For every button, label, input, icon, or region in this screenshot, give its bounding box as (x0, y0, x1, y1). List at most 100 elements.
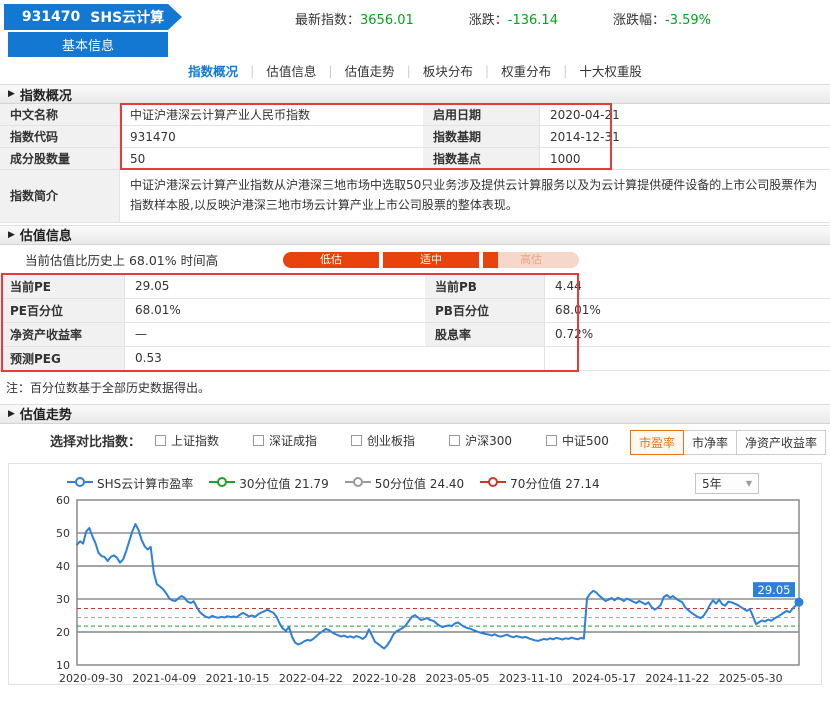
checkbox-icon[interactable] (351, 435, 363, 447)
row-label: 成分股数量 (0, 148, 120, 170)
svg-text:2022-04-22: 2022-04-22 (279, 672, 343, 685)
row-value: 931470 (120, 126, 423, 148)
section-title: 估值信息 (19, 229, 72, 245)
index-code: 931470 (21, 9, 81, 25)
svg-text:2024-05-17: 2024-05-17 (572, 672, 636, 685)
index-stats: 最新指数：3656.01 涨跌：-136.14 涨跌幅：-3.59% (295, 9, 711, 28)
svg-text:2021-10-15: 2021-10-15 (206, 672, 270, 685)
metric-tab-pe[interactable]: 市盈率 (629, 429, 684, 455)
tab-valuation-info[interactable]: 估值信息 (266, 63, 317, 79)
svg-text:2023-05-05: 2023-05-05 (426, 672, 490, 685)
row-label: 当前PE (0, 274, 125, 299)
svg-text:20: 20 (56, 626, 70, 639)
checkbox-szse-component[interactable]: 深证成指 (253, 432, 317, 449)
metric-tab-pb[interactable]: 市净率 (682, 429, 737, 455)
row-value: 29.05 (125, 274, 425, 299)
legend-label: SHS云计算市盈率 (97, 476, 194, 491)
checkbox-icon[interactable] (155, 435, 167, 447)
line-circle-marker-icon (209, 476, 236, 491)
brief-label: 指数简介 (0, 170, 120, 222)
index-banner: 931470 SHS云计算 (4, 4, 182, 30)
legend-label: 70分位值 27.14 (510, 476, 600, 491)
checkbox-label: 深证成指 (269, 434, 318, 449)
checkbox-icon[interactable] (545, 435, 557, 447)
svg-text:10: 10 (56, 659, 70, 672)
tab-separator: | (406, 62, 411, 78)
gauge-fill (283, 251, 379, 268)
checkbox-csi300[interactable]: 沪深300 (449, 432, 512, 449)
legend-label: 50分位值 24.40 (374, 476, 465, 491)
row-label: 指数基期 (423, 126, 540, 148)
svg-text:2024-11-22: 2024-11-22 (645, 672, 709, 685)
checkbox-icon[interactable] (253, 435, 265, 447)
checkbox-sse-index[interactable]: 上证指数 (155, 432, 219, 449)
percentile-footnote: 注：百分位数基于全部历史数据得出。 (6, 380, 211, 395)
valuation-gauge: 低估 适中 高估 (283, 251, 579, 268)
checkbox-chinext[interactable]: 创业板指 (351, 432, 415, 449)
index-name: SHS云计算 (90, 10, 165, 26)
time-range-value: 5年 (702, 476, 722, 491)
change-pct-value: -3.59% (665, 13, 711, 28)
gauge-segment-overvalued: 高估 (483, 251, 579, 268)
tab-separator: | (328, 62, 333, 78)
checkbox-label: 创业板指 (367, 434, 416, 449)
row-label: 指数代码 (0, 126, 120, 148)
svg-text:2022-10-28: 2022-10-28 (352, 672, 416, 685)
valuation-gauge-row: 当前估值比历史上 68.01% 时间高 低估 适中 高估 (0, 245, 830, 275)
section-valuation-trend: ▶ 估值走势 (0, 403, 830, 424)
section-index-overview: ▶ 指数概况 (0, 84, 830, 104)
compare-label: 选择对比指数： (50, 435, 142, 451)
line-circle-marker-icon (480, 476, 507, 491)
row-label: PE百分位 (0, 298, 125, 323)
svg-text:2023-11-10: 2023-11-10 (499, 672, 563, 685)
metric-tab-roe[interactable]: 净资产收益率 (735, 429, 826, 455)
row-label: 当前PB (425, 274, 545, 299)
svg-text:30: 30 (56, 593, 70, 606)
tab-separator: | (563, 62, 568, 78)
valuation-history-note: 当前估值比历史上 68.01% 时间高 (25, 253, 219, 269)
svg-text:2025-05-30: 2025-05-30 (719, 672, 783, 685)
gauge-fill (383, 251, 479, 268)
checkbox-icon[interactable] (449, 435, 461, 447)
svg-text:60: 60 (56, 494, 70, 507)
row-label: 股息率 (425, 322, 545, 347)
time-range-select[interactable]: 5年 ▼ (695, 472, 759, 494)
tab-top10-holdings[interactable]: 十大权重股 (579, 63, 642, 79)
gauge-label: 高估 (520, 252, 542, 266)
section-valuation-info: ▶ 估值信息 (0, 224, 830, 245)
tab-sector-distribution[interactable]: 板块分布 (422, 63, 473, 79)
legend-item-series: SHS云计算市盈率 (67, 475, 193, 492)
change-value: -136.14 (507, 13, 558, 28)
gauge-fill (483, 251, 499, 268)
legend-item-p30: 30分位值 21.79 (209, 475, 329, 492)
tab-separator: | (250, 62, 255, 78)
row-value: 0.53 (125, 346, 425, 371)
stat-change: 涨跌：-136.14 (468, 13, 558, 28)
row-label-empty (425, 346, 545, 371)
legend-label: 30分位值 21.79 (239, 476, 329, 491)
row-value: 中证沪港深云计算产业人民币指数 (120, 104, 423, 126)
svg-text:2020-09-30: 2020-09-30 (59, 672, 123, 685)
gauge-label: 适中 (420, 252, 442, 266)
tab-separator: | (484, 62, 490, 78)
compare-row: 选择对比指数： 上证指数 深证成指 创业板指 沪深300 中证500 市盈率 市… (0, 424, 830, 458)
brief-text: 中证沪港深云计算产业指数从沪港深三地市场中选取50只业务涉及提供云计算服务以及为… (130, 178, 818, 212)
basic-info-button[interactable]: 基本信息 (8, 32, 168, 57)
tab-weight-distribution[interactable]: 权重分布 (501, 63, 552, 79)
section-title: 指数概况 (19, 88, 72, 104)
checkbox-label: 上证指数 (171, 434, 220, 449)
chevron-down-icon: ▼ (745, 478, 752, 488)
overview-table: 中文名称 中证沪港深云计算产业人民币指数 启用日期 2020-04-21 指数代… (0, 103, 830, 223)
tab-valuation-trend[interactable]: 估值走势 (344, 63, 395, 79)
tab-index-overview[interactable]: 指数概况 (188, 63, 239, 79)
stat-change-pct: 涨跌幅：-3.59% (612, 13, 711, 28)
row-value: 2020-04-21 (540, 104, 830, 126)
pe-trend-chart-card: SHS云计算市盈率 30分位值 21.79 50分位值 24.40 70分位值 … (8, 462, 822, 685)
row-value: — (125, 322, 425, 347)
legend-item-p50: 50分位值 24.40 (344, 475, 465, 492)
checkbox-csi500[interactable]: 中证500 (545, 432, 609, 449)
row-value: 4.44 (545, 274, 830, 299)
gauge-segment-fair: 适中 (383, 251, 479, 268)
svg-text:2021-04-09: 2021-04-09 (132, 672, 196, 685)
